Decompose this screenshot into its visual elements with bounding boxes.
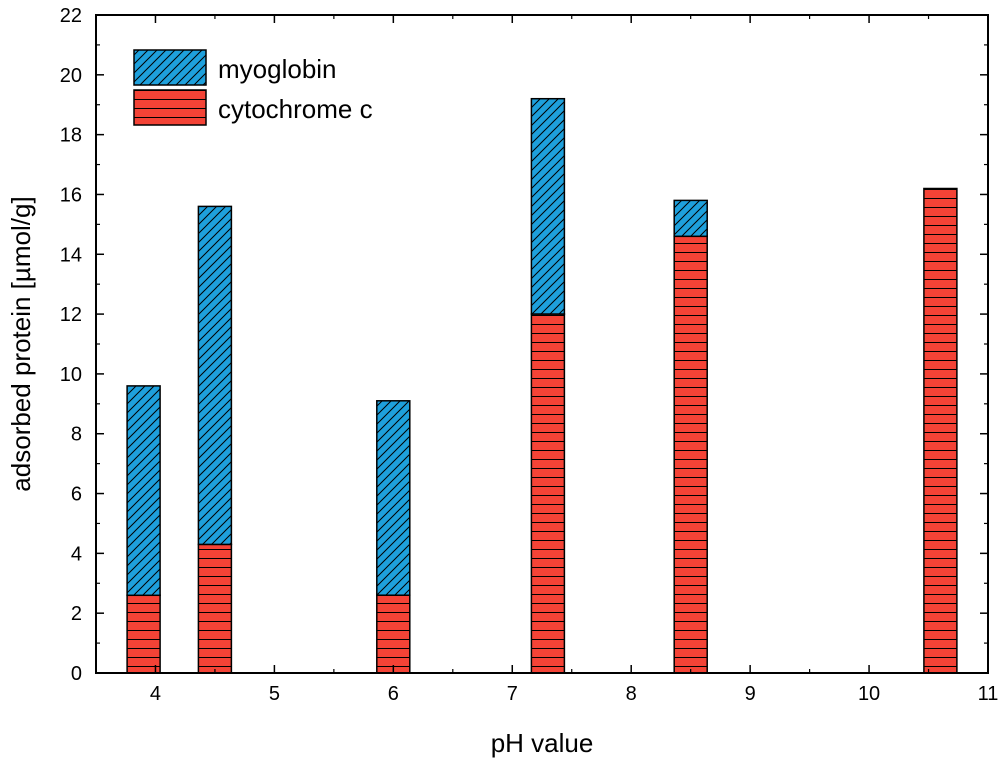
bar-cytochrome-c-3 [530,313,566,674]
x-tick-label: 10 [858,683,880,705]
bar-cytochrome-c-2 [376,594,411,674]
y-tick-label: 18 [60,125,82,147]
y-tick-label: 22 [60,5,82,27]
x-tick-label: 4 [150,683,161,705]
x-tick-label: 8 [626,683,637,705]
bar-cytochrome-c-5 [923,187,958,674]
y-tick-label: 4 [71,543,82,565]
bar-cytochrome-c-1 [197,543,233,674]
legend-swatch-myoglobin [133,49,207,86]
y-axis-title: adsorbed protein [µmol/g] [6,196,36,491]
bar-myoglobin-0 [126,385,161,597]
legend: myoglobin cytochrome c [133,49,373,126]
x-tick-label: 5 [269,683,280,705]
legend-swatch-cytochrome-c [133,89,207,126]
y-tick-label: 20 [60,65,82,87]
ticks-layer: 0 2 4 6 8 10 12 14 16 18 20 22 4 5 6 7 8 9 10 11 [60,5,999,705]
legend-label-cytochrome-c: cytochrome c [218,94,373,124]
legend-label-myoglobin: myoglobin [218,54,337,84]
y-tick-label: 2 [71,603,82,625]
plot-frame [95,14,989,674]
y-tick-label: 12 [60,304,82,326]
x-tick-label: 11 [978,683,999,705]
bar-cytochrome-c-4 [673,235,708,674]
bar-myoglobin-2 [376,400,411,596]
bar-myoglobin-4 [673,199,708,238]
bar-cytochrome-c-0 [126,594,161,674]
y-tick-label: 0 [71,663,82,685]
y-tick-label: 8 [71,424,82,446]
y-tick-label: 6 [71,484,82,506]
bar-myoglobin-3 [530,97,566,315]
x-tick-label: 6 [388,683,399,705]
y-tick-label: 16 [60,184,82,206]
x-tick-label: 9 [745,683,756,705]
y-tick-label: 10 [60,364,82,386]
bars-layer [126,97,958,674]
bar-myoglobin-1 [197,205,233,546]
x-tick-label: 7 [507,683,518,705]
y-tick-label: 14 [60,244,82,266]
x-axis-title: pH value [491,728,594,758]
